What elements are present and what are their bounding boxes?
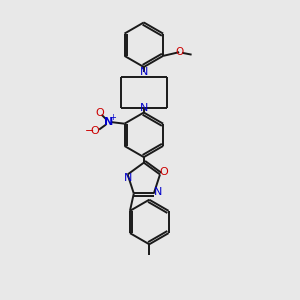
Text: −: − xyxy=(85,126,94,136)
Text: O: O xyxy=(175,47,183,57)
Text: O: O xyxy=(95,108,104,118)
Text: N: N xyxy=(104,117,113,127)
Text: N: N xyxy=(123,172,132,183)
Text: +: + xyxy=(109,113,116,122)
Text: N: N xyxy=(140,103,148,112)
Text: N: N xyxy=(154,187,163,197)
Text: O: O xyxy=(90,126,99,136)
Text: N: N xyxy=(140,67,148,77)
Text: O: O xyxy=(159,167,168,177)
